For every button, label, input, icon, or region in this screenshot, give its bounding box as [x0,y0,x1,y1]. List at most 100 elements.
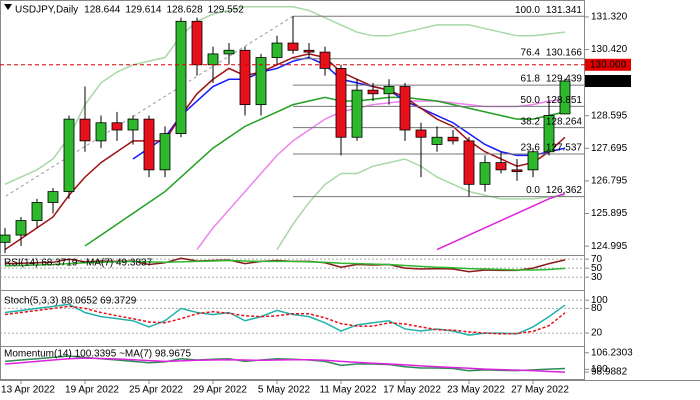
fib-level-label: 23.6 [521,143,541,154]
candle-body [511,169,523,173]
fib-price: 127.537 [546,143,583,154]
candle-body [63,118,75,192]
y-tick-label: 106.2303 [591,347,633,358]
fib-price: 129.439 [546,74,583,85]
header-close: 129.552 [208,5,245,16]
y-tick-label: 130.420 [591,44,628,55]
candle-body [543,115,555,153]
candle-body [303,49,315,53]
candle-body [175,20,187,135]
indicator-line [196,98,566,251]
candle-body [0,234,11,243]
candle-body [95,122,107,142]
header-low: 128.628 [166,5,203,16]
fib-price: 131.341 [546,5,583,16]
y-tick-label: 20 [591,328,603,339]
fib-level-label: 38.2 [521,116,541,127]
panel [0,299,585,336]
fib-price: 126.362 [546,185,583,196]
indicator-line [4,6,566,186]
candle-body [383,86,395,95]
current-price-box [585,75,631,88]
candle-body [239,49,251,106]
candle-body [223,49,235,55]
x-tick-label: 19 Apr 2022 [65,385,119,396]
fib-price: 130.166 [546,47,583,58]
indicator-line [4,305,566,335]
header-high: 129.614 [125,5,162,16]
y-tick-label: 80 [591,303,603,314]
candle-body [367,89,379,95]
candle-body [255,57,267,106]
panel-title: Momentum(14) 100.3395 ~MA(7) 98.9675 [4,349,191,360]
x-tick-label: 13 Apr 2022 [1,385,55,396]
y-tick-label: 124.995 [591,241,628,252]
fib-price: 128.851 [546,95,583,106]
fib-level-label: 50.0 [521,95,541,106]
fib-level-label: 0.0 [526,185,540,196]
candle-body [111,122,123,131]
y-tick-label: 100 [591,295,608,306]
y-tick-label: 50 [591,263,603,274]
candle-body [31,202,43,221]
candle-body [399,86,411,131]
indicator-line [4,53,566,251]
x-tick-label: 5 May 2022 [258,385,311,396]
y-tick-label: 131.320 [591,12,628,23]
candle-body [495,162,507,171]
x-tick-label: 29 Apr 2022 [193,385,247,396]
candle-body [191,20,203,66]
y-tick-label: 126.795 [591,176,628,187]
candle-body [159,133,171,171]
indicator-line [4,303,566,336]
candle-body [463,140,475,185]
fib-price: 128.264 [546,116,583,127]
candle-body [143,118,155,171]
candle-body [415,129,427,138]
y-tick-label: 127.695 [591,143,628,154]
y-tick-label: 128.595 [591,110,628,121]
candle-body [431,136,443,145]
candle-body [527,151,539,171]
fib-level-label: 76.4 [521,47,541,58]
x-tick-label: 25 Apr 2022 [129,385,183,396]
candle-body [319,51,331,69]
alert-box [585,58,631,71]
x-tick-label: 11 May 2022 [319,385,377,396]
candle-body [351,89,363,138]
indicator-line [132,56,566,160]
candle-body [559,80,571,115]
candle-body [47,191,59,203]
candle-body [287,42,299,51]
candle-body [479,162,491,185]
y-tick-label: 125.895 [591,208,628,219]
candle-body [335,68,347,138]
indicator-line [4,357,566,373]
fib-level-label: 61.8 [521,74,541,85]
plot-frame [0,0,585,380]
candle-body [207,53,219,66]
current-price: 129.552 [590,76,627,87]
panel [4,355,566,373]
y-tick-label: 100 [591,364,608,375]
x-tick-label: 27 May 2022 [511,385,569,396]
indicator-line [436,192,566,251]
fib-trendline [4,15,294,198]
candle-body [447,136,459,142]
chart-title: USDJPY,Daily [15,5,78,16]
header-open: 128.644 [84,5,121,16]
x-tick-label: 23 May 2022 [447,385,505,396]
candle-body [271,42,283,58]
panel-title: RSI(14) 68.3719 ~MA(7) 49.3837 [4,258,153,269]
panel-title: Stoch(5,3,3) 88.0652 69.3729 [4,296,137,307]
fib-level-label: 100.0 [515,5,540,16]
candle-body [15,220,27,236]
panel [0,6,585,254]
symbol-arrow [4,4,12,10]
y-tick-label: 30 [591,272,603,283]
panel [0,257,585,278]
x-tick-label: 17 May 2022 [383,385,441,396]
indicator-line [4,259,566,271]
alert-label: 130.000 [590,59,627,70]
